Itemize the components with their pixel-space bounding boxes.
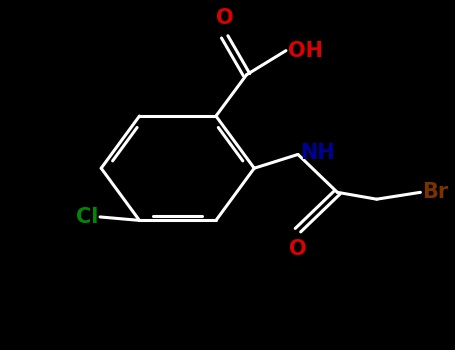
Text: NH: NH — [300, 143, 335, 163]
Text: O: O — [216, 8, 233, 28]
Text: Br: Br — [423, 182, 449, 202]
Text: OH: OH — [288, 41, 323, 61]
Text: O: O — [289, 239, 307, 259]
Text: Cl: Cl — [76, 207, 98, 227]
